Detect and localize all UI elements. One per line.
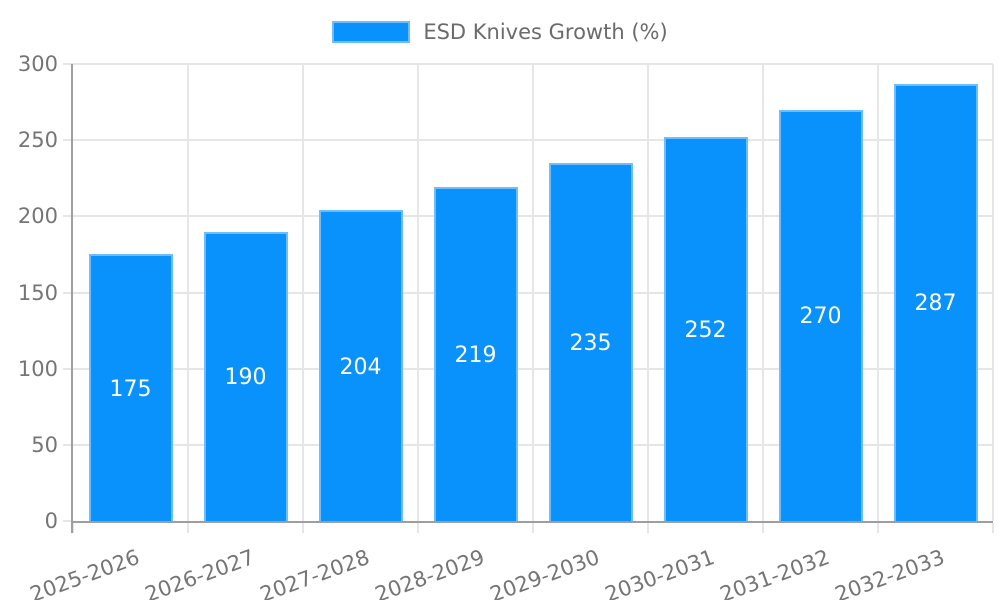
legend-series-label: ESD Knives Growth (%)	[423, 20, 668, 44]
x-axis-tick	[72, 523, 74, 533]
y-axis-tick-label: 250	[17, 128, 58, 153]
y-axis-line	[71, 64, 73, 533]
y-axis-tick-label: 300	[17, 52, 58, 76]
x-axis-tick	[417, 523, 419, 533]
x-gridline	[302, 64, 304, 521]
y-axis-tick-label: 100	[17, 356, 58, 381]
chart-legend[interactable]: ESD Knives Growth (%)	[0, 20, 1000, 44]
y-axis-tick-label: 150	[17, 280, 58, 305]
bar[interactable]: 219	[433, 187, 518, 521]
bar[interactable]: 235	[548, 163, 633, 521]
bar-value-label: 219	[454, 343, 497, 369]
y-axis-tick-label: 50	[31, 432, 58, 457]
x-axis-tick	[992, 523, 994, 533]
bar-value-label: 190	[224, 365, 267, 391]
bar[interactable]: 287	[893, 83, 978, 521]
y-axis-tick	[63, 139, 73, 142]
x-gridline	[417, 64, 419, 521]
bar-value-label: 287	[914, 291, 957, 317]
y-axis-tick-label: 0	[44, 509, 58, 533]
x-axis-tick	[877, 523, 879, 533]
bar-value-label: 270	[799, 304, 842, 330]
x-axis-tick-label: 2031-2032	[716, 545, 833, 600]
bar-value-label: 175	[109, 376, 152, 402]
x-axis-tick-label: 2025-2026	[26, 545, 143, 600]
x-axis-tick	[187, 523, 189, 533]
legend-color-swatch	[332, 21, 411, 43]
y-axis-tick-label: 200	[17, 204, 58, 229]
x-gridline	[532, 64, 534, 521]
x-gridline	[187, 64, 189, 521]
bar[interactable]: 204	[318, 210, 403, 521]
x-axis-tick	[647, 523, 649, 533]
x-axis-tick-label: 2029-2030	[486, 545, 603, 600]
x-axis-tick-label: 2026-2027	[141, 545, 258, 600]
bar[interactable]: 190	[203, 231, 288, 521]
bar-value-label: 235	[569, 331, 612, 356]
bar-value-label: 252	[684, 318, 727, 344]
x-gridline	[992, 64, 994, 521]
x-axis-tick	[762, 523, 764, 533]
x-axis-tick	[302, 523, 304, 533]
y-axis-tick	[63, 215, 73, 218]
x-axis-tick-label: 2027-2028	[256, 545, 373, 600]
x-axis-tick	[532, 523, 534, 533]
x-axis-tick-label: 2030-2031	[601, 545, 718, 600]
y-axis-tick	[63, 291, 73, 294]
bar[interactable]: 270	[778, 109, 863, 521]
y-axis-tick	[63, 63, 73, 65]
y-axis-tick	[63, 520, 73, 522]
y-axis-tick	[63, 367, 73, 370]
x-axis-tick-label: 2032-2033	[831, 545, 948, 600]
y-axis-tick	[63, 443, 73, 446]
x-gridline	[647, 64, 649, 521]
bar[interactable]: 175	[88, 254, 173, 521]
x-gridline	[877, 64, 879, 521]
x-axis-line	[71, 521, 993, 523]
bar-value-label: 204	[339, 354, 382, 380]
x-gridline	[762, 64, 764, 521]
x-axis-tick-label: 2028-2029	[371, 545, 488, 600]
bar[interactable]: 252	[663, 137, 748, 521]
